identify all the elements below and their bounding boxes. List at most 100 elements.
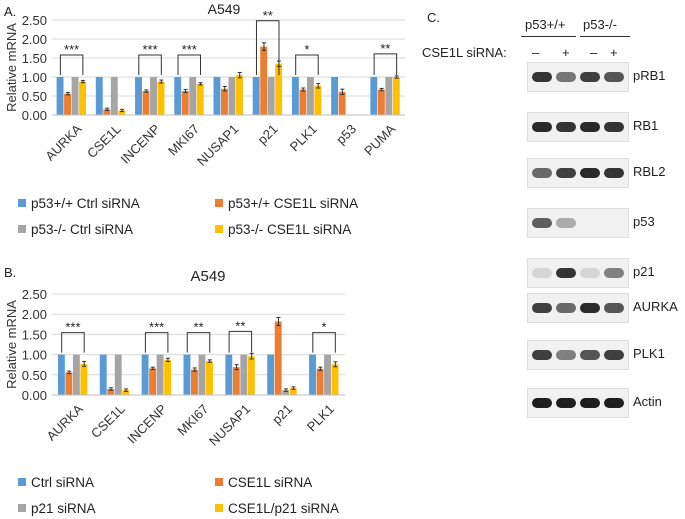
band-prb1 xyxy=(556,72,576,82)
band-prb1 xyxy=(532,72,552,82)
bar-plk1-p53-cse1l-sirna xyxy=(314,85,322,115)
band-actin xyxy=(556,398,576,408)
bar-plk1-p21-sirna xyxy=(324,354,331,395)
group-underline-p53-null xyxy=(580,36,630,37)
bar-cse1l-p53-cse1l-sirna xyxy=(103,109,111,115)
legend-swatch xyxy=(18,199,26,207)
legend-label-ctrl-sirna: Ctrl siRNA xyxy=(31,475,94,490)
bar-puma-p53-cse1l-sirna xyxy=(377,89,385,115)
band-prb1 xyxy=(580,72,600,82)
bar-incenp-p53-ctrl-sirna xyxy=(150,77,157,115)
significance-label: ** xyxy=(380,41,390,56)
bar-plk1-cse1l-p21-sirna xyxy=(331,364,339,395)
band-rbl2 xyxy=(580,168,600,178)
significance-label: * xyxy=(322,320,327,335)
significance-bracket xyxy=(373,53,398,75)
bar-cse1l-cse1l-sirna xyxy=(107,388,115,395)
lane-mark: + xyxy=(610,45,618,60)
bar-incenp-p53-cse1l-sirna xyxy=(142,91,150,115)
significance-label: *** xyxy=(149,320,164,335)
blot-label-rbl2: RBL2 xyxy=(633,164,666,179)
bar-aurka-cse1l-sirna xyxy=(65,372,73,395)
bar-nusap1-p53-ctrl-sirna xyxy=(213,77,221,115)
legend-swatch xyxy=(215,478,223,486)
bar-plk1-p53-cse1l-sirna xyxy=(299,89,307,115)
blot-strip-prb1 xyxy=(527,62,629,92)
bar-aurka-p21-sirna xyxy=(72,354,80,395)
chart-title: A549 xyxy=(208,1,241,17)
band-aurka xyxy=(532,303,552,313)
band-aurka xyxy=(604,303,624,313)
band-p53 xyxy=(556,218,576,228)
significance-label: ** xyxy=(193,320,203,335)
group-underline-p53-wt xyxy=(521,36,576,37)
blot-label-aurka: AURKA xyxy=(633,299,678,314)
blot-strip-actin xyxy=(527,388,629,418)
blot-strip-rbl2 xyxy=(527,158,629,188)
treatment-label: CSE1L siRNA: xyxy=(422,45,507,60)
x-tick-label-plk1: PLK1 xyxy=(287,121,320,154)
blot-strip-p53 xyxy=(527,208,629,238)
legend-label-p53-cse1l-sirna: p53-/- CSE1L siRNA xyxy=(228,222,351,237)
y-axis-label: Relative mRNA xyxy=(4,300,19,389)
y-tick-label: 1.50 xyxy=(22,51,47,66)
bar-mki67-p21-sirna xyxy=(198,354,206,395)
bar-p21-ctrl-sirna xyxy=(267,354,275,395)
significance-label: *** xyxy=(182,42,197,57)
bar-p21-p53-ctrl-sirna xyxy=(267,77,275,115)
bar-nusap1-p53-ctrl-sirna xyxy=(228,77,236,115)
bar-nusap1-cse1l-p21-sirna xyxy=(247,356,255,395)
bar-aurka-p53-ctrl-sirna xyxy=(71,77,79,115)
y-tick-label: 2.00 xyxy=(22,32,47,47)
bar-cse1l-p53-cse1l-sirna xyxy=(118,110,126,115)
legend-swatch xyxy=(215,504,223,512)
significance-bracket xyxy=(59,54,84,75)
bar-mki67-p53-ctrl-sirna xyxy=(189,77,197,115)
band-p21 xyxy=(580,268,600,278)
y-tick-label: 1.50 xyxy=(22,327,47,342)
legend-label-cse1l-sirna: CSE1L siRNA xyxy=(228,475,312,490)
legend-swatch xyxy=(215,225,223,233)
significance-bracket xyxy=(255,20,280,75)
blot-label-plk1: PLK1 xyxy=(633,346,665,361)
band-plk1 xyxy=(604,350,624,360)
bar-mki67-p53-ctrl-sirna xyxy=(174,77,182,115)
legend-label-cse1l-p21-sirna: CSE1L/p21 siRNA xyxy=(228,501,339,516)
bar-aurka-ctrl-sirna xyxy=(57,354,65,395)
bar-plk1-cse1l-sirna xyxy=(316,368,324,395)
legend-label-p53-cse1l-sirna: p53+/+ CSE1L siRNA xyxy=(228,196,358,211)
band-rbl2 xyxy=(556,168,576,178)
band-p21 xyxy=(556,268,576,278)
bar-puma-p53-ctrl-sirna xyxy=(370,77,378,115)
bar-aurka-p53-cse1l-sirna xyxy=(79,81,87,115)
legend-swatch xyxy=(18,504,26,512)
bar-plk1-ctrl-sirna xyxy=(309,354,316,395)
bar-cse1l-p53-ctrl-sirna xyxy=(110,77,118,115)
bar-mki67-cse1l-sirna xyxy=(191,369,198,395)
blot-strip-rb1 xyxy=(527,112,629,142)
significance-bracket xyxy=(295,54,319,75)
band-rbl2 xyxy=(604,168,624,178)
bar-p53-p53-cse1l-sirna xyxy=(338,91,346,115)
band-prb1 xyxy=(604,72,624,82)
bar-puma-p53-ctrl-sirna xyxy=(385,77,393,115)
bar-mki67-cse1l-p21-sirna xyxy=(206,361,213,395)
bar-p21-p21-sirna xyxy=(282,390,290,395)
x-tick-label-mki67: MKI67 xyxy=(165,121,202,158)
chart-title: A549 xyxy=(190,268,225,285)
bar-cse1l-cse1l-p21-sirna xyxy=(122,390,130,395)
x-tick-label-mki67: MKI67 xyxy=(174,401,211,438)
panel-c-label: C. xyxy=(427,10,440,25)
x-tick-label-cse1l: CSE1L xyxy=(88,401,128,441)
band-p21 xyxy=(604,268,624,278)
bar-incenp-cse1l-sirna xyxy=(149,368,157,395)
bar-p21-p53-ctrl-sirna xyxy=(252,77,260,115)
bar-cse1l-ctrl-sirna xyxy=(99,354,107,395)
bar-cse1l-p53-ctrl-sirna xyxy=(95,77,103,115)
lane-mark: – xyxy=(590,45,598,60)
bar-nusap1-ctrl-sirna xyxy=(225,354,233,395)
band-aurka xyxy=(556,303,576,313)
band-plk1 xyxy=(580,350,600,360)
bar-nusap1-p53-cse1l-sirna xyxy=(221,88,228,115)
